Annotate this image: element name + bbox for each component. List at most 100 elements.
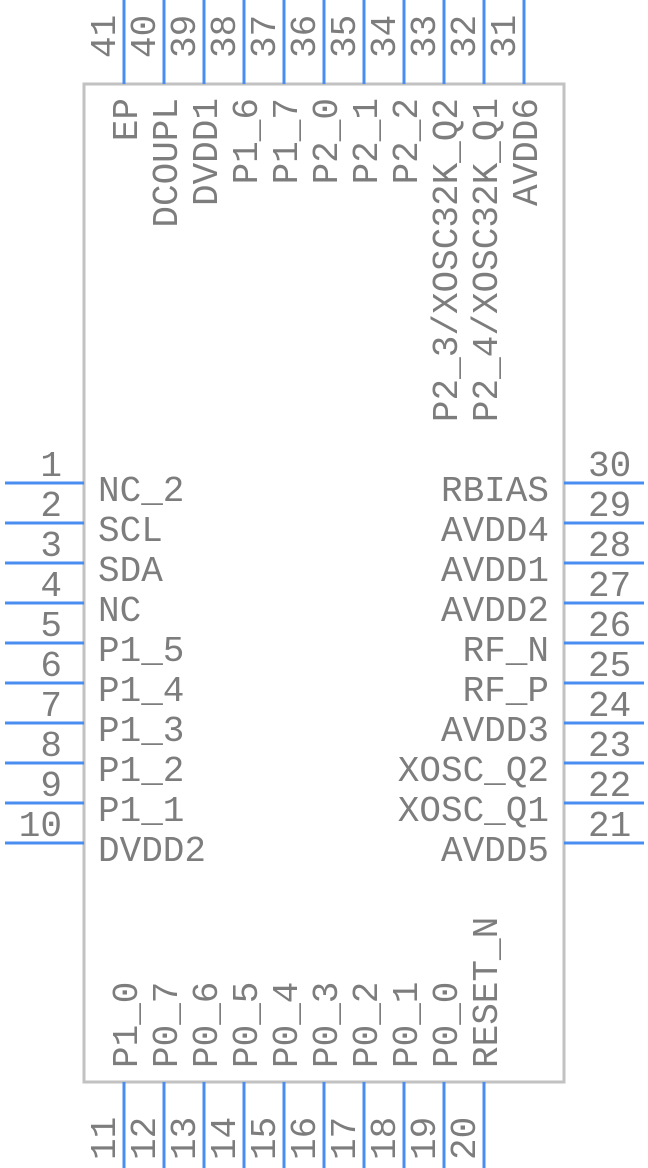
pin-number: 3 <box>40 526 62 567</box>
pin-23: 23 XOSC_Q2 <box>398 726 644 792</box>
pin-number: 22 <box>588 766 631 807</box>
pin-name: P0_7 <box>147 982 188 1068</box>
pin-25: 25 RF_P <box>463 646 644 712</box>
pin-1: 1 NC_2 <box>5 446 184 512</box>
pin-name: P1_3 <box>98 711 184 752</box>
pin-10: 10 DVDD2 <box>5 806 206 872</box>
pin-number: 17 <box>325 1117 366 1160</box>
pin-number: 38 <box>205 15 246 58</box>
pin-number: 8 <box>40 726 62 767</box>
pin-number: 29 <box>588 486 631 527</box>
pin-5: 5 P1_5 <box>5 606 184 672</box>
pin-28: 28 AVDD1 <box>441 526 644 592</box>
pin-39: 39 DVDD1 <box>165 0 228 206</box>
pin-name: SCL <box>98 511 163 552</box>
pin-20: 20 RESET_N <box>445 917 508 1168</box>
pin-38: 38 P1_6 <box>205 0 268 184</box>
pin-name: XOSC_Q1 <box>398 791 549 832</box>
pin-name: AVDD3 <box>441 711 549 752</box>
pin-name: RF_P <box>463 671 549 712</box>
pin-40: 40 DCOUPL <box>125 0 188 228</box>
pin-number: 1 <box>40 446 62 487</box>
pin-number: 39 <box>165 15 206 58</box>
pins-group: 1 NC_2 2 SCL 3 SDA 4 NC 5 P1_5 6 P1_4 7 P1_3 8 P1_2 9 P1_… <box>5 0 644 1168</box>
pin-name: AVDD5 <box>441 831 549 872</box>
pin-29: 29 AVDD4 <box>441 486 644 552</box>
pin-22: 22 XOSC_Q1 <box>398 766 644 832</box>
pin-name: P1_6 <box>227 98 268 184</box>
pin-name: P1_1 <box>98 791 184 832</box>
pin-9: 9 P1_1 <box>5 766 184 832</box>
pin-number: 6 <box>40 646 62 687</box>
pin-number: 41 <box>85 15 126 58</box>
pin-number: 36 <box>285 15 326 58</box>
pin-name: P0_4 <box>267 982 308 1068</box>
pin-number: 25 <box>588 646 631 687</box>
pin-number: 10 <box>19 806 62 847</box>
pin-name: P1_4 <box>98 671 184 712</box>
pin-number: 32 <box>445 15 486 58</box>
pin-name: P2_3/XOSC32K_Q2 <box>427 98 468 422</box>
pin-2: 2 SCL <box>5 486 163 552</box>
pin-name: SDA <box>98 551 163 592</box>
pin-name: NC <box>98 591 141 632</box>
pin-35: 35 P2_1 <box>325 0 388 184</box>
pin-number: 27 <box>588 566 631 607</box>
pin-name: EP <box>107 98 148 141</box>
pin-number: 23 <box>588 726 631 767</box>
pin-7: 7 P1_3 <box>5 686 184 752</box>
pin-number: 26 <box>588 606 631 647</box>
pin-number: 14 <box>205 1117 246 1160</box>
pin-13: 13 P0_6 <box>165 982 228 1168</box>
pin-number: 20 <box>445 1117 486 1160</box>
pin-number: 13 <box>165 1117 206 1160</box>
pin-number: 28 <box>588 526 631 567</box>
pin-17: 17 P0_2 <box>325 982 388 1168</box>
pin-21: 21 AVDD5 <box>441 806 644 872</box>
pin-name: P0_2 <box>347 982 388 1068</box>
pin-27: 27 AVDD2 <box>441 566 644 632</box>
pin-24: 24 AVDD3 <box>441 686 644 752</box>
pin-name: RBIAS <box>441 471 549 512</box>
pin-3: 3 SDA <box>5 526 163 592</box>
pin-name: P0_5 <box>227 982 268 1068</box>
pin-name: P1_7 <box>267 98 308 184</box>
pin-number: 30 <box>588 446 631 487</box>
pin-name: P2_4/XOSC32K_Q1 <box>467 98 508 422</box>
pin-name: AVDD4 <box>441 511 549 552</box>
pin-6: 6 P1_4 <box>5 646 184 712</box>
pin-number: 19 <box>405 1117 446 1160</box>
pin-name: NC_2 <box>98 471 184 512</box>
pin-number: 24 <box>588 686 631 727</box>
pin-name: P0_1 <box>387 982 428 1068</box>
pin-36: 36 P2_0 <box>285 0 348 184</box>
pin-number: 35 <box>325 15 366 58</box>
pin-number: 31 <box>485 15 526 58</box>
pin-name: DVDD1 <box>187 98 228 206</box>
pin-name: XOSC_Q2 <box>398 751 549 792</box>
pin-4: 4 NC <box>5 566 141 632</box>
pin-32: 32 P2_4/XOSC32K_Q1 <box>445 0 508 422</box>
pin-14: 14 P0_5 <box>205 982 268 1168</box>
pin-number: 4 <box>40 566 62 607</box>
pin-name: DVDD2 <box>98 831 206 872</box>
pin-name: AVDD2 <box>441 591 549 632</box>
pin-12: 12 P0_7 <box>125 982 188 1168</box>
pin-name: P2_0 <box>307 98 348 184</box>
pin-31: 31 AVDD6 <box>485 0 548 206</box>
pin-name: P2_1 <box>347 98 388 184</box>
pin-18: 18 P0_1 <box>365 982 428 1168</box>
pin-number: 34 <box>365 15 406 58</box>
pin-name: P1_0 <box>107 982 148 1068</box>
pin-8: 8 P1_2 <box>5 726 184 792</box>
pin-name: P1_5 <box>98 631 184 672</box>
pin-number: 18 <box>365 1117 406 1160</box>
pin-number: 11 <box>85 1117 126 1160</box>
pin-19: 19 P0_0 <box>405 982 468 1168</box>
pin-name: AVDD1 <box>441 551 549 592</box>
pin-name: P0_3 <box>307 982 348 1068</box>
pin-name: RESET_N <box>467 917 508 1068</box>
pin-number: 9 <box>40 766 62 807</box>
pin-37: 37 P1_7 <box>245 0 308 184</box>
